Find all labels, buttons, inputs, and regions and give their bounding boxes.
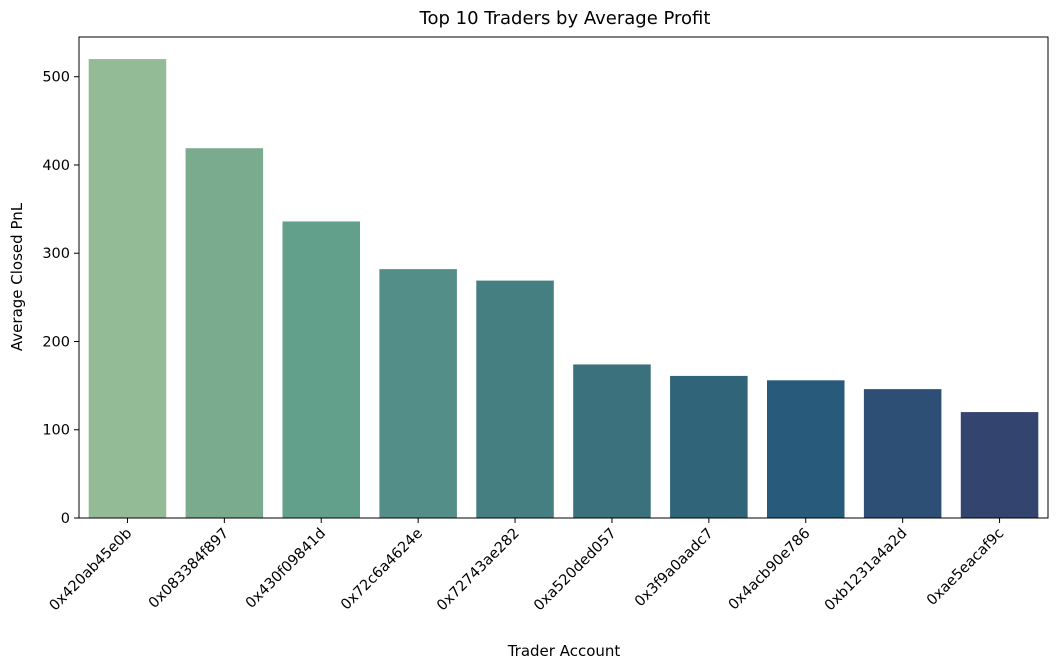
x-axis: 0x420ab45e0b 0x083384f897 0x430f09841d 0x72…: [47, 518, 1007, 615]
x-tick-label: 0x083384f897: [146, 526, 232, 612]
bar-0x420ab45e0b: [88, 59, 167, 519]
y-tick-label: 200: [42, 334, 70, 350]
plot-frame: [78, 36, 1049, 519]
x-axis-label: Trader Account: [507, 642, 621, 660]
x-tick-label: 0xa520ded057: [531, 526, 620, 615]
bar-0x72c6a4624e: [379, 269, 457, 518]
y-axis: 0 100 200 300 400 500: [42, 70, 79, 527]
chart-title: Top 10 Traders by Average Profit: [419, 8, 711, 29]
bar-0x4acb90e786: [766, 380, 845, 518]
x-tick-label: 0xae5eacaf9c: [924, 526, 1007, 609]
x-tick-label: 0x420ab45e0b: [47, 526, 136, 615]
x-tick-label: 0x3f9a0aadc7: [632, 526, 717, 611]
x-tick-label: 0x4acb90e786: [726, 526, 814, 614]
y-axis-label: Average Closed PnL: [8, 202, 26, 351]
y-tick-label: 0: [61, 511, 70, 527]
y-tick-label: 400: [42, 158, 70, 174]
bars-group: [88, 59, 1039, 519]
y-tick-label: 100: [42, 423, 70, 439]
bar-0x083384f897: [185, 148, 264, 518]
x-tick-label: 0x72743ae282: [434, 526, 523, 615]
x-tick-label: 0xb1231a4a2d: [822, 526, 911, 615]
x-tick-label: 0x430f09841d: [243, 526, 329, 612]
bar-0x72743ae282: [476, 280, 554, 518]
bar-0xae5eacaf9c: [960, 412, 1039, 518]
y-tick-label: 500: [42, 70, 70, 86]
x-tick-label: 0x72c6a4624e: [338, 525, 426, 613]
bar-0x430f09841d: [282, 221, 361, 518]
y-tick-label: 300: [42, 246, 70, 262]
bar-0x3f9a0aadc7: [670, 375, 748, 518]
bar-0xb1231a4a2d: [863, 389, 942, 518]
bar-0xa520ded057: [573, 364, 651, 518]
